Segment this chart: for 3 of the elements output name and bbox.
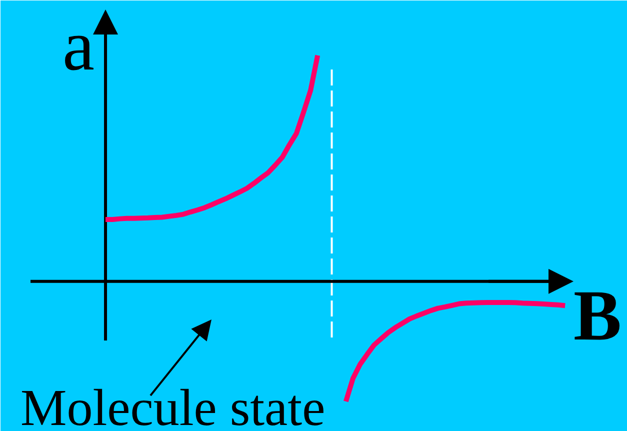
x-axis-title: B <box>574 276 622 356</box>
y-axis-title: a <box>62 6 94 86</box>
annotation: Molecule state <box>20 380 326 431</box>
